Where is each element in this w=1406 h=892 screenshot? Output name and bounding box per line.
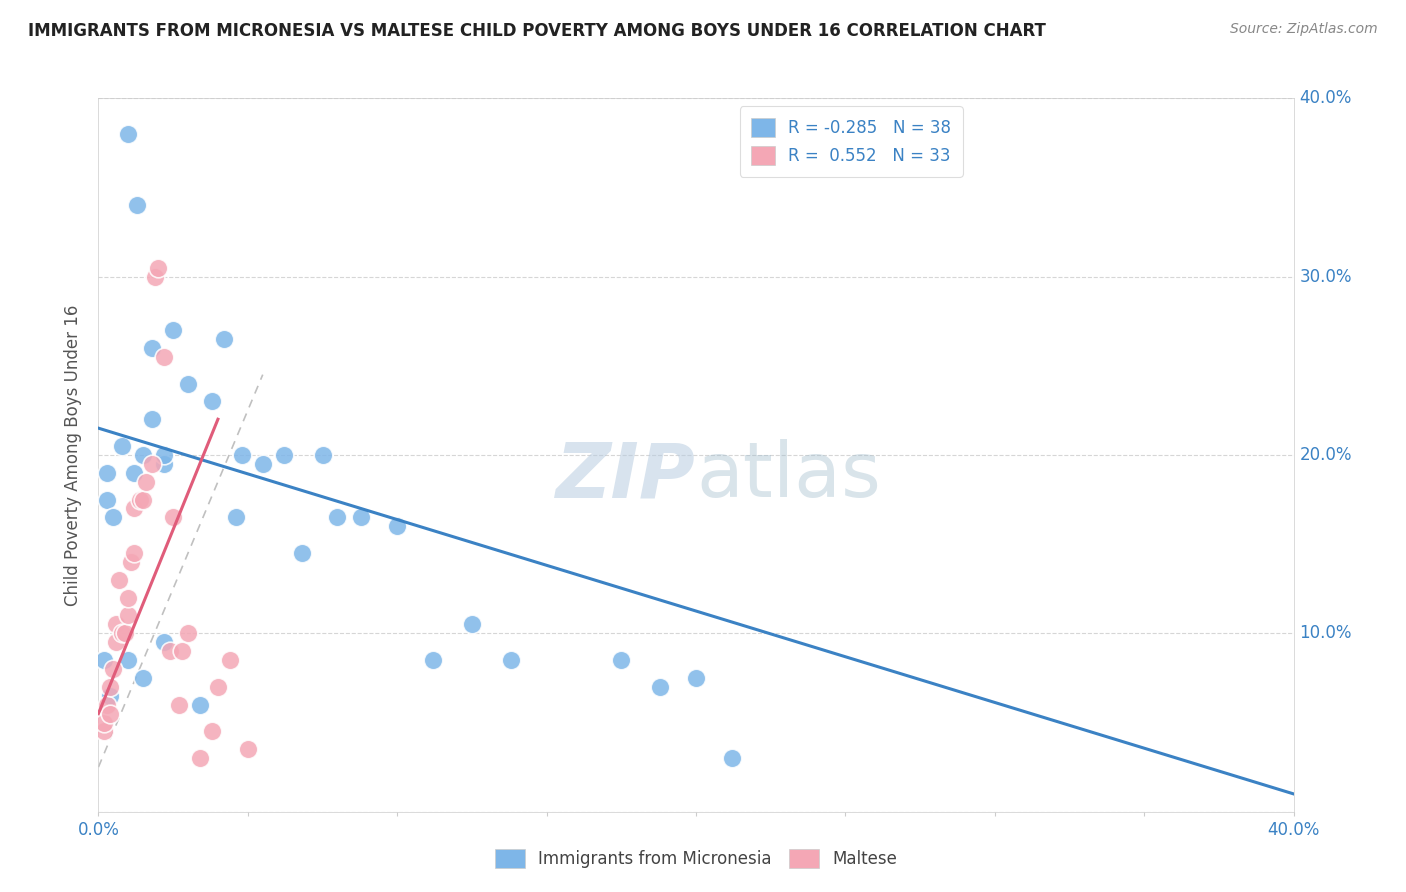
Point: [96, 466, 118, 480]
Text: 30.0%: 30.0%: [1299, 268, 1353, 285]
Point: [108, 573, 131, 587]
Point: [610, 653, 633, 667]
Point: [167, 698, 190, 712]
Point: [159, 644, 181, 658]
Point: [117, 653, 139, 667]
Point: [96, 698, 118, 712]
Point: [93, 715, 115, 730]
Point: [103, 510, 125, 524]
Point: [172, 644, 194, 658]
Point: [117, 127, 139, 141]
Point: [499, 653, 522, 667]
Point: [98, 706, 122, 721]
Point: [98, 689, 122, 703]
Point: [141, 412, 163, 426]
Point: [153, 635, 176, 649]
Point: [117, 608, 139, 623]
Text: Source: ZipAtlas.com: Source: ZipAtlas.com: [1230, 22, 1378, 37]
Point: [252, 457, 274, 471]
Text: 40.0%: 40.0%: [1299, 89, 1353, 107]
Point: [721, 751, 744, 765]
Point: [225, 510, 247, 524]
Point: [648, 680, 672, 694]
Point: [117, 591, 139, 605]
Point: [188, 698, 211, 712]
Point: [177, 626, 200, 640]
Point: [350, 510, 373, 524]
Point: [96, 492, 118, 507]
Y-axis label: Child Poverty Among Boys Under 16: Child Poverty Among Boys Under 16: [65, 304, 83, 606]
Point: [114, 626, 136, 640]
Point: [153, 448, 176, 462]
Point: [111, 439, 134, 453]
Point: [124, 466, 146, 480]
Point: [153, 350, 176, 364]
Point: [124, 501, 146, 516]
Point: [135, 475, 157, 489]
Point: [207, 680, 229, 694]
Text: atlas: atlas: [696, 440, 880, 513]
Point: [148, 260, 170, 275]
Point: [127, 198, 149, 212]
Point: [111, 626, 134, 640]
Point: [141, 341, 163, 355]
Point: [311, 448, 333, 462]
Point: [385, 519, 409, 533]
Point: [129, 492, 152, 507]
Point: [201, 394, 224, 409]
Point: [177, 376, 200, 391]
Point: [153, 457, 176, 471]
Text: IMMIGRANTS FROM MICRONESIA VS MALTESE CHILD POVERTY AMONG BOYS UNDER 16 CORRELAT: IMMIGRANTS FROM MICRONESIA VS MALTESE CH…: [28, 22, 1046, 40]
Point: [461, 617, 484, 632]
Point: [132, 448, 155, 462]
Point: [162, 510, 184, 524]
Text: ZIP: ZIP: [557, 440, 696, 513]
Point: [219, 653, 242, 667]
Point: [141, 457, 163, 471]
Point: [124, 546, 146, 560]
Text: 10.0%: 10.0%: [1299, 624, 1353, 642]
Point: [236, 742, 259, 756]
Point: [212, 332, 235, 346]
Point: [120, 555, 142, 569]
Point: [290, 546, 312, 560]
Point: [273, 448, 295, 462]
Point: [685, 671, 707, 685]
Point: [326, 510, 349, 524]
Point: [132, 671, 155, 685]
Text: 20.0%: 20.0%: [1299, 446, 1353, 464]
Point: [105, 617, 128, 632]
Point: [93, 653, 115, 667]
Point: [201, 724, 224, 739]
Legend: Immigrants from Micronesia, Maltese: Immigrants from Micronesia, Maltese: [488, 842, 904, 875]
Point: [231, 448, 253, 462]
Point: [93, 724, 115, 739]
Point: [188, 751, 211, 765]
Point: [143, 269, 166, 284]
Point: [162, 323, 184, 337]
Point: [103, 662, 125, 676]
Point: [105, 635, 128, 649]
Point: [98, 680, 122, 694]
Point: [132, 492, 155, 507]
Point: [422, 653, 444, 667]
